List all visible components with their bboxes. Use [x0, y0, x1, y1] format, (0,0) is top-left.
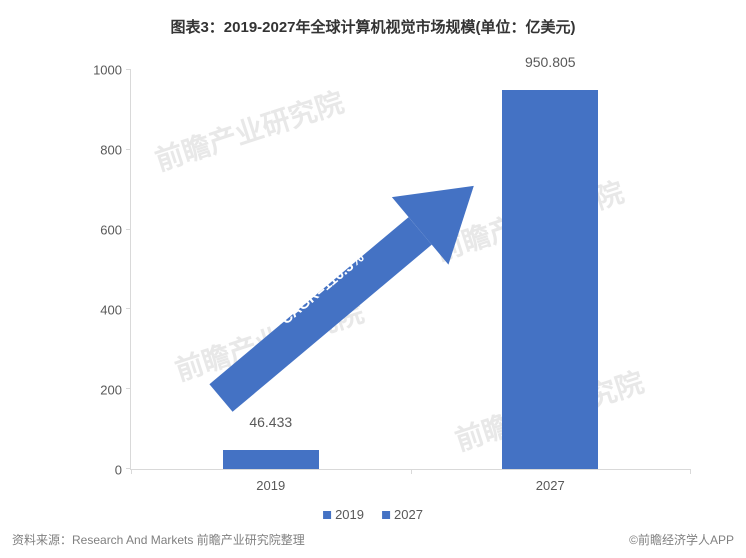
legend-label: 2019: [335, 507, 364, 522]
chart-area: 前瞻产业研究院 前瞻产业研究院 前瞻产业研究院 前瞻产业研究院 46.433 9…: [80, 70, 690, 470]
y-tick-label: 800: [100, 143, 122, 158]
cagr-label: CAGR=116.3%: [278, 249, 368, 328]
legend: 2019 2027: [323, 507, 423, 522]
credit-text: ©前瞻经济学人APP: [629, 531, 734, 548]
y-tick-label: 600: [100, 223, 122, 238]
bar-value-2019: 46.433: [249, 414, 292, 430]
plot-region: 前瞻产业研究院 前瞻产业研究院 前瞻产业研究院 前瞻产业研究院 46.433 9…: [130, 70, 690, 470]
chart-title: 图表3：2019-2027年全球计算机视觉市场规模(单位：亿美元): [0, 0, 746, 37]
source-text: 资料来源：Research And Markets 前瞻产业研究院整理: [12, 531, 305, 548]
legend-swatch-icon: [323, 511, 331, 519]
cagr-arrow-icon: [131, 70, 691, 470]
x-label-2019: 2019: [256, 478, 285, 493]
watermark-text: 前瞻产业研究院: [150, 81, 349, 180]
bar-value-2027: 950.805: [525, 54, 576, 70]
legend-item-2027: 2027: [382, 507, 423, 522]
y-tick-label: 0: [115, 463, 122, 478]
y-tick-label: 200: [100, 383, 122, 398]
bar-2027: [502, 90, 598, 469]
legend-item-2019: 2019: [323, 507, 364, 522]
legend-label: 2027: [394, 507, 423, 522]
legend-swatch-icon: [382, 511, 390, 519]
y-tick-label: 400: [100, 303, 122, 318]
watermark-text: 前瞻产业研究院: [170, 291, 369, 390]
y-axis: 0 200 400 600 800 1000: [80, 70, 130, 470]
bar-2019: [223, 450, 319, 469]
x-label-2027: 2027: [536, 478, 565, 493]
y-tick-label: 1000: [93, 63, 122, 78]
